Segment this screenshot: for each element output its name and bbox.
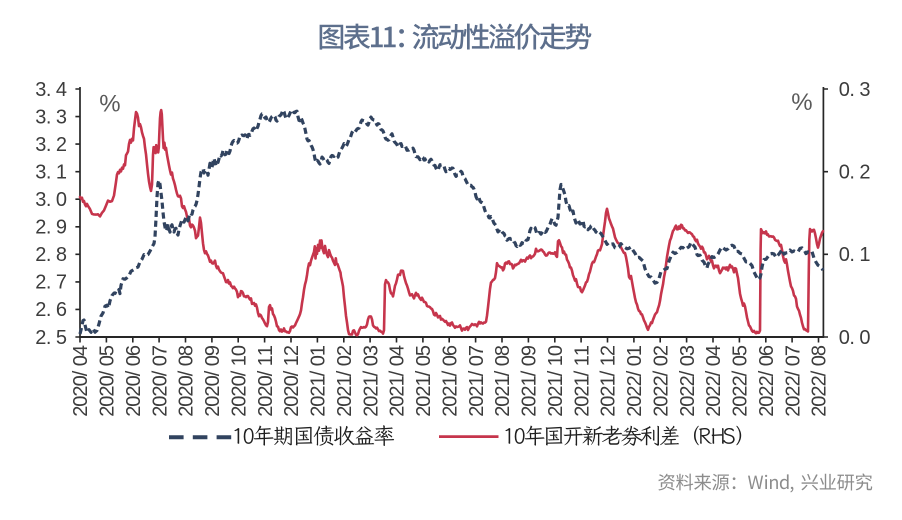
svg-text:2022/08: 2022/08 — [809, 345, 831, 417]
svg-text:2022/04: 2022/04 — [703, 345, 725, 417]
svg-text:3.1: 3.1 — [35, 162, 67, 184]
svg-text:3.0: 3.0 — [35, 189, 67, 211]
svg-text:2020/08: 2020/08 — [176, 345, 198, 417]
svg-text:3.3: 3.3 — [35, 106, 67, 128]
svg-text:0.1: 0.1 — [839, 244, 871, 266]
svg-text:2021/10: 2021/10 — [545, 345, 567, 417]
svg-text:2.5: 2.5 — [35, 327, 67, 349]
svg-text:2021/07: 2021/07 — [466, 345, 488, 417]
svg-text:2020/12: 2020/12 — [281, 345, 303, 417]
svg-text:2.8: 2.8 — [35, 244, 67, 266]
svg-text:%: % — [99, 90, 120, 117]
svg-text:2021/05: 2021/05 — [413, 345, 435, 417]
svg-text:0.2: 0.2 — [839, 162, 871, 184]
svg-text:2022/07: 2022/07 — [782, 345, 804, 417]
svg-text:2020/05: 2020/05 — [97, 345, 119, 417]
svg-text:2021/06: 2021/06 — [439, 345, 461, 417]
svg-text:0.3: 0.3 — [839, 79, 871, 101]
svg-text:2021/03: 2021/03 — [360, 345, 382, 417]
svg-text:2021/09: 2021/09 — [519, 345, 541, 417]
svg-text:2021/04: 2021/04 — [387, 345, 409, 417]
svg-text:3.2: 3.2 — [35, 134, 67, 156]
svg-text:2021/01: 2021/01 — [308, 345, 330, 417]
svg-text:2.7: 2.7 — [35, 272, 67, 294]
svg-text:2021/02: 2021/02 — [334, 345, 356, 417]
svg-text:2.6: 2.6 — [35, 299, 67, 321]
svg-text:2020/10: 2020/10 — [228, 345, 250, 417]
svg-text:2021/08: 2021/08 — [492, 345, 514, 417]
svg-text:%: % — [791, 89, 812, 116]
svg-text:2021/12: 2021/12 — [598, 345, 620, 417]
svg-text:2020/07: 2020/07 — [149, 345, 171, 417]
svg-text:2020/09: 2020/09 — [202, 345, 224, 417]
svg-text:2022/05: 2022/05 — [730, 345, 752, 417]
svg-text:2020/04: 2020/04 — [70, 345, 92, 417]
svg-text:2.9: 2.9 — [35, 217, 67, 239]
svg-text:2022/06: 2022/06 — [756, 345, 778, 417]
svg-text:2020/06: 2020/06 — [123, 345, 145, 417]
svg-text:2022/03: 2022/03 — [677, 345, 699, 417]
svg-text:2022/01: 2022/01 — [624, 345, 646, 417]
svg-text:3.4: 3.4 — [35, 79, 67, 101]
svg-text:0.0: 0.0 — [839, 327, 871, 349]
svg-text:2021/11: 2021/11 — [571, 345, 593, 417]
svg-text:2020/11: 2020/11 — [255, 345, 277, 417]
svg-text:2022/02: 2022/02 — [651, 345, 673, 417]
